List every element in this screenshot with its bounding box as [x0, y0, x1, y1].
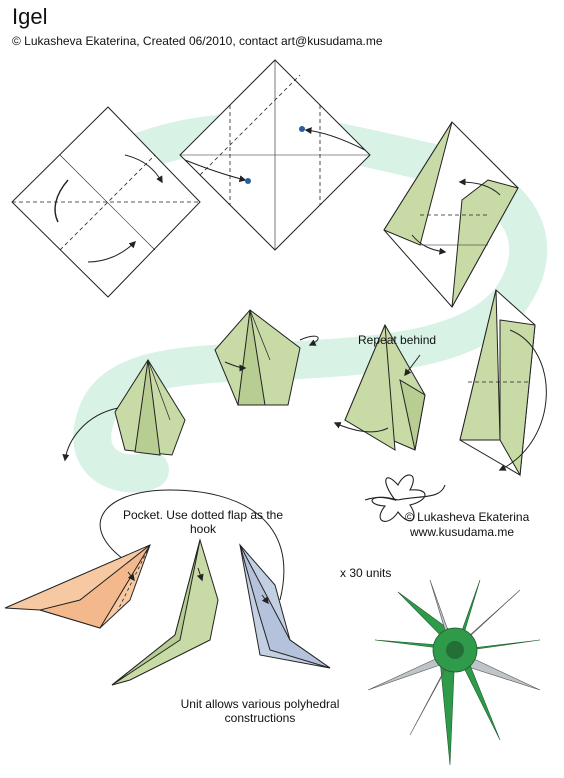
credit-url: www.kusudama.me [410, 525, 515, 539]
step-2 [179, 59, 371, 251]
unit-blue [239, 543, 331, 669]
page-subtitle: © Lukasheva Ekaterina, Created 06/2010, … [12, 34, 383, 48]
step-6 [214, 309, 319, 406]
assembled-model [367, 579, 541, 766]
pocket-label: Pocket. Use dotted flap as the hook [122, 508, 284, 536]
step-5 [333, 323, 426, 451]
unit-orange [4, 544, 151, 629]
credit-name: © Lukasheva Ekaterina [405, 510, 530, 524]
unit-count-label: x 30 units [340, 566, 392, 580]
step-1 [11, 106, 201, 298]
pocket-guide-curve [99, 489, 285, 601]
page-title: Igel [12, 4, 48, 29]
unit-note: Unit allows various polyhedral construct… [180, 697, 340, 725]
step-4 [459, 289, 547, 477]
repeat-behind-label: Repeat behind [358, 333, 437, 347]
step-3 [383, 121, 519, 308]
step-7 [62, 359, 186, 462]
flower-logo-icon [364, 474, 446, 522]
unit-green [111, 538, 219, 686]
